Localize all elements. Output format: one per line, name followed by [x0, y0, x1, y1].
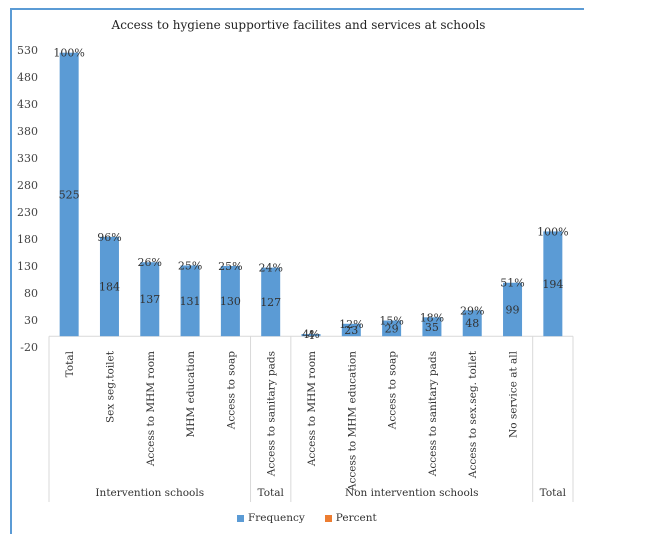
bar-frequency-9: [422, 317, 442, 337]
bar-frequency-6: [301, 334, 321, 337]
bar-frequency-7: [341, 323, 361, 337]
legend: Frequency Percent: [237, 512, 377, 524]
category-label-5: Access to sanitary pads: [266, 351, 278, 477]
category-label-1: Sex seg.toilet: [104, 350, 116, 423]
y-tick-label-8: 380: [17, 125, 38, 138]
bar-frequency-4: [220, 266, 240, 337]
percent-label-10: 29%: [460, 304, 484, 317]
percent-label-12: 100%: [537, 225, 568, 238]
frequency-label-7: 23: [344, 324, 358, 337]
percent-label-3: 25%: [178, 259, 202, 272]
y-tick-label-2: 80: [24, 287, 38, 300]
y-tick-label-1: 30: [24, 314, 38, 327]
percent-label-4: 25%: [218, 260, 242, 273]
category-label-4: Access to soap: [225, 351, 237, 431]
percent-label-7: 12%: [339, 318, 363, 331]
y-tick-label-9: 430: [17, 98, 38, 111]
bar-frequency-1: [99, 236, 119, 337]
percent-label-2: 26%: [138, 256, 162, 269]
percent-label-1: 96%: [97, 231, 121, 244]
legend-swatch-percent: [324, 514, 332, 522]
y-tick-label-5: 230: [17, 206, 38, 219]
group-label-2: Non intervention schools: [345, 487, 479, 499]
frequency-label-11: 99: [506, 303, 520, 316]
legend-item-percent: Percent: [324, 512, 377, 524]
legend-swatch-frequency: [237, 514, 244, 522]
category-label-7: Access to MHM education: [346, 351, 358, 492]
legend-item-frequency: Frequency: [237, 512, 305, 524]
category-label-9: Access to sanitary pads: [427, 351, 439, 477]
frequency-label-8: 29: [385, 322, 399, 335]
category-label-2: Access to MHM room: [145, 351, 157, 467]
frequency-label-1: 184: [99, 281, 120, 294]
group-label-3: Total: [540, 487, 567, 499]
chart-title: Access to hygiene supportive facilites a…: [111, 18, 486, 32]
y-tick-label-4: 180: [17, 233, 38, 246]
legend-label-percent: Percent: [335, 512, 377, 524]
percent-label-0: 100%: [53, 47, 84, 60]
legend-label-frequency: Frequency: [248, 512, 305, 524]
frequency-label-6: 4: [308, 329, 315, 342]
frequency-label-2: 137: [139, 293, 160, 306]
percent-label-8: 15%: [379, 315, 403, 328]
bar-frequency-3: [180, 265, 200, 337]
y-tick-label-10: 480: [17, 71, 38, 84]
group-label-1: Total: [258, 487, 285, 499]
y-tick-label-0: -20: [20, 341, 38, 354]
bar-frequency-5: [261, 267, 281, 337]
bar-frequency-12: [543, 231, 563, 337]
frequency-label-3: 131: [180, 295, 201, 308]
frequency-label-9: 35: [425, 321, 439, 334]
category-label-0: Total: [64, 350, 76, 377]
frequency-label-10: 48: [465, 317, 479, 330]
bar-frequency-10: [462, 310, 482, 337]
frequency-label-4: 130: [220, 295, 241, 308]
category-label-11: No service at all: [508, 350, 520, 438]
y-tick-label-3: 130: [17, 260, 38, 273]
category-label-6: Access to MHM room: [306, 351, 318, 467]
percent-label-11: 51%: [500, 277, 524, 290]
frequency-label-0: 525: [59, 188, 80, 201]
percent-label-5: 24%: [258, 262, 282, 275]
bar-frequency-8: [382, 320, 402, 337]
bar-frequency-11: [503, 282, 523, 337]
group-label-0: Intervention schools: [95, 487, 204, 499]
percent-label-6: 4%: [302, 328, 319, 341]
frequency-label-12: 194: [542, 278, 563, 291]
bar-frequency-0: [59, 52, 79, 337]
frequency-label-5: 127: [260, 296, 281, 309]
category-label-8: Access to soap: [387, 351, 399, 431]
category-label-3: MHM education: [185, 351, 197, 438]
y-tick-label-6: 280: [17, 179, 38, 192]
y-tick-label-11: 530: [17, 44, 38, 57]
bar-frequency-2: [140, 262, 160, 337]
percent-label-9: 18%: [420, 311, 444, 324]
category-label-10: Access to sex.seg. toilet: [467, 350, 479, 479]
y-tick-label-7: 330: [17, 152, 38, 165]
